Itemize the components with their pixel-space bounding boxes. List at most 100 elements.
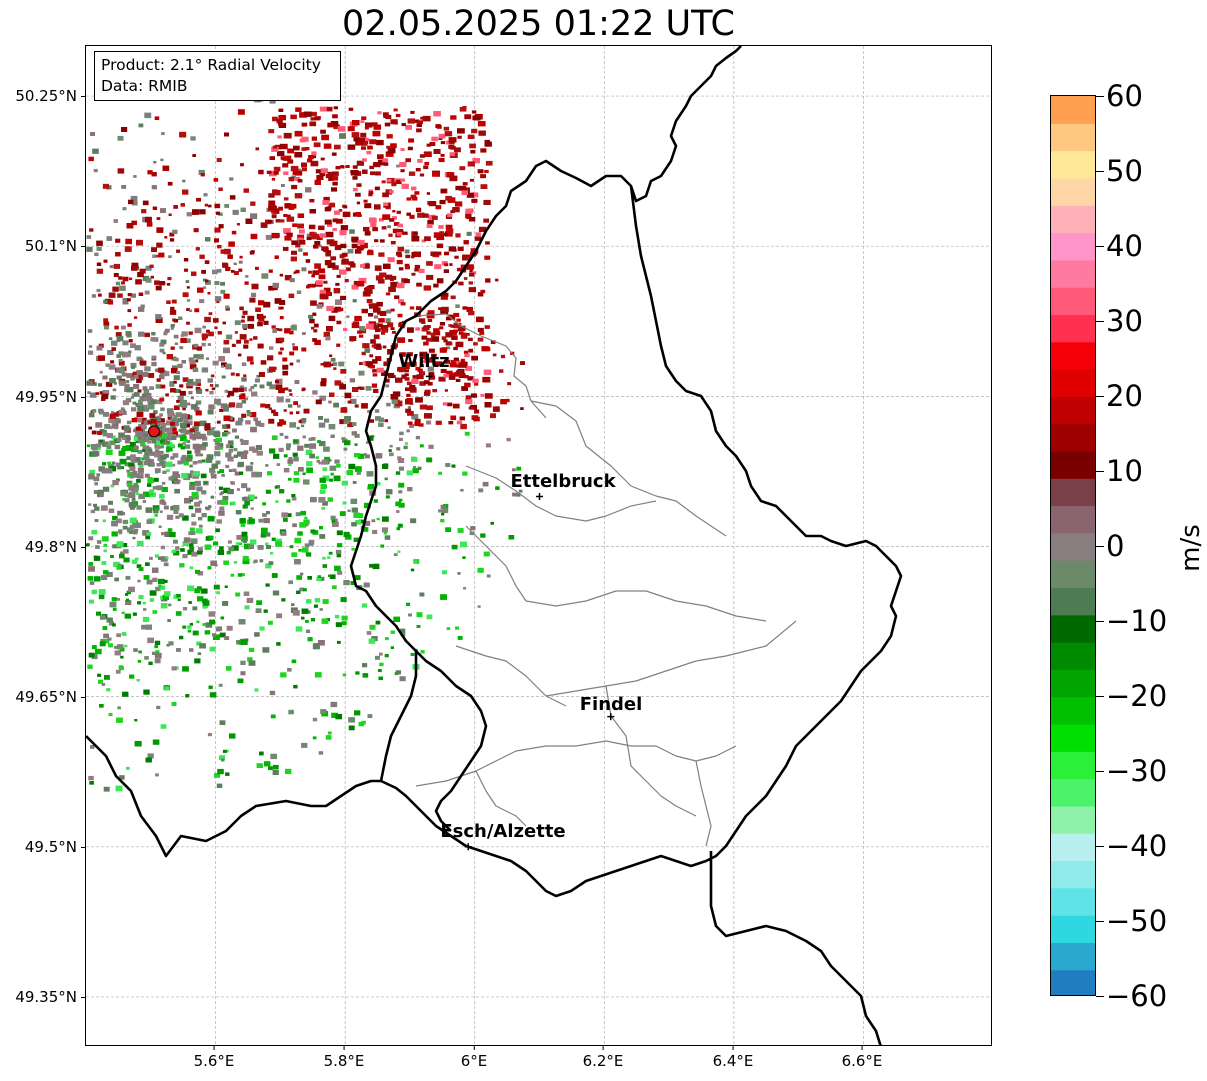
echo-pixel [149,590,157,596]
echo-pixel [116,354,121,358]
echo-pixel [332,362,338,366]
echo-pixel [483,551,490,557]
echo-pixel [144,656,149,660]
echo-pixel [404,265,410,270]
echo-pixel [133,648,138,652]
echo-pixel [224,636,230,640]
echo-pixel [226,551,231,555]
echo-pixel [108,643,113,648]
echo-pixel [282,247,289,251]
echo-pixel [105,363,110,367]
echo-pixel [400,169,405,173]
country-border [86,46,903,1045]
echo-pixel [130,446,138,453]
echo-pixel [117,135,124,141]
echo-pixel [442,292,449,297]
echo-pixel [376,301,383,307]
echo-pixel [96,611,102,616]
echo-pixel [86,246,93,252]
echo-pixel [197,571,204,576]
colorbar-tick-label: −40 [1095,829,1168,863]
echo-pixel [398,267,404,271]
echo-pixel [319,172,326,177]
echo-pixel [296,359,301,363]
echo-pixel [293,271,297,274]
echo-pixel [291,603,295,606]
echo-pixel [176,434,181,438]
echo-pixel [180,445,185,450]
echo-pixel [196,346,202,351]
echo-pixel [414,421,421,427]
echo-pixel [319,289,326,294]
echo-pixel [354,404,359,408]
echo-pixel [433,111,441,117]
echo-pixel [360,264,366,268]
echo-pixel [171,356,177,361]
echo-pixel [299,587,304,592]
echo-pixel [469,143,476,149]
radar-map[interactable] [85,45,992,1046]
echo-pixel [426,261,433,266]
echo-pixel [289,422,296,428]
echo-pixel [121,512,126,516]
echo-pixel [326,206,332,210]
lat-tick-label: 49.65°N [15,688,86,706]
echo-pixel [426,337,432,342]
echo-pixel [379,272,387,278]
echo-pixel [190,470,194,474]
echo-pixel [94,648,102,655]
echo-pixel [230,372,235,376]
echo-pixel [343,328,348,331]
echo-pixel [415,327,420,331]
echo-pixel [201,446,206,451]
echo-pixel [187,585,194,591]
echo-pixel [144,393,152,399]
echo-pixel [386,145,391,149]
echo-pixel [440,519,445,523]
echo-pixel [234,320,241,326]
echo-pixel [484,393,493,399]
echo-pixel [119,647,125,652]
echo-pixel [178,429,182,432]
echo-pixel [265,404,271,409]
echo-pixel [427,310,435,315]
colorbar-tick-label: 30 [1096,304,1143,338]
echo-pixel [457,128,465,134]
echo-pixel [118,450,126,456]
echo-pixel [244,281,249,285]
echo-pixel [255,307,261,312]
echo-pixel [330,121,339,127]
echo-pixel [118,276,123,280]
echo-pixel [406,398,413,403]
echo-pixel [108,500,113,505]
echo-pixel [140,360,147,366]
echo-pixel [326,305,334,312]
echo-pixel [262,315,266,319]
echo-pixel [364,291,370,296]
echo-pixel [142,500,146,503]
echo-pixel [143,608,147,611]
echo-pixel [205,279,209,283]
lon-tick-label: 6°E [460,1045,488,1070]
echo-pixel [385,495,390,499]
echo-pixel [87,391,91,394]
radar-site-marker[interactable] [148,425,161,438]
echo-pixel [137,449,143,454]
echo-pixel [336,274,341,278]
echo-pixel [163,332,168,336]
echo-pixel [136,239,143,246]
echo-pixel [327,122,335,128]
echo-pixel [138,399,143,404]
echo-pixel [460,264,467,269]
echo-pixel [195,402,199,406]
echo-pixel [407,352,413,357]
echo-pixel [180,435,187,442]
echo-pixel [480,393,485,397]
echo-pixel [199,453,203,457]
echo-pixel [457,246,464,251]
echo-pixel [169,238,175,242]
echo-pixel [396,282,405,289]
echo-pixel [333,210,341,215]
echo-pixel [445,341,452,346]
echo-pixel [343,531,350,537]
